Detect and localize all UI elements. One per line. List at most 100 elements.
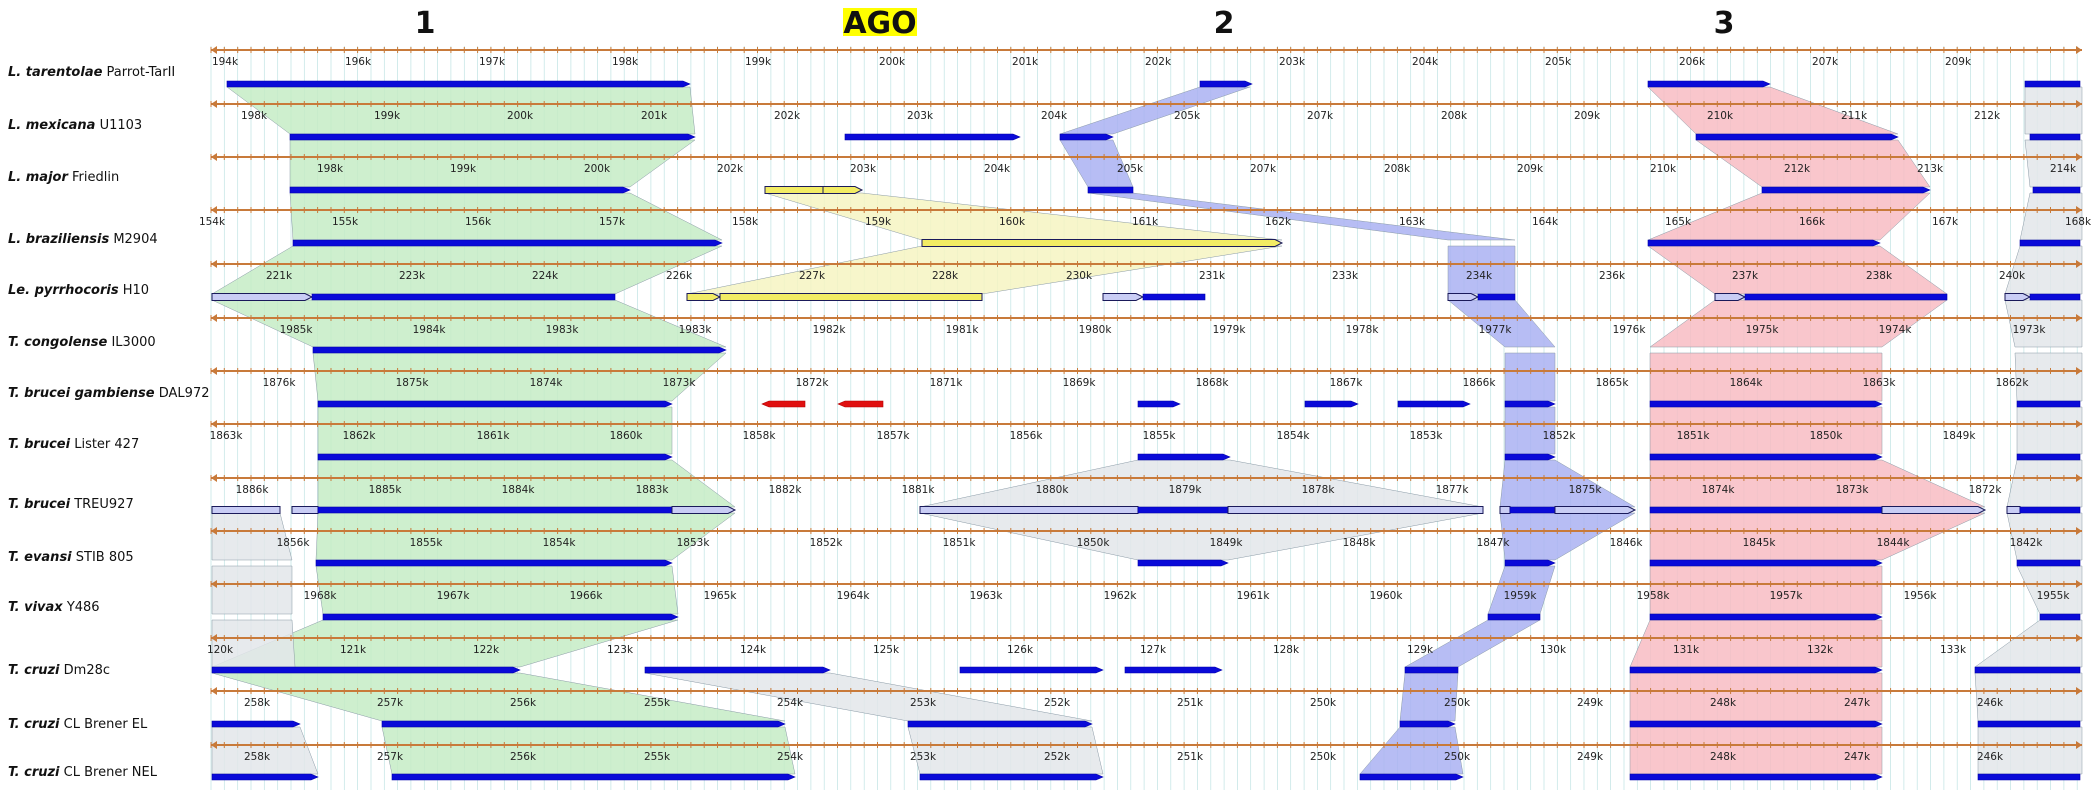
gene-block-61 — [1137, 559, 1229, 567]
gene-block-64 — [2016, 559, 2081, 567]
gene-blocks — [211, 80, 2081, 781]
tick-label-1-12: 211k — [1841, 110, 1868, 122]
tick-label-8-2: 1884k — [502, 484, 536, 496]
tick-label-10-9: 1959k — [1504, 590, 1538, 602]
tick-label-10-13: 1955k — [2037, 590, 2071, 602]
tick-label-11-2: 122k — [473, 644, 500, 656]
tick-label-6-13: 1862k — [1996, 377, 2030, 389]
tick-label-4-13: 240k — [1999, 270, 2026, 282]
species-name-0: L. tarentolae — [8, 65, 103, 80]
red-band-5 — [1649, 352, 1883, 402]
tick-label-4-9: 234k — [1466, 270, 1493, 282]
tick-label-12-0: 258k — [244, 697, 271, 709]
region-label-3: 3 — [1714, 6, 1735, 41]
tick-label-3-8: 162k — [1265, 216, 1292, 228]
axis-minor-ticks-7 — [210, 421, 2078, 427]
gray-band-0 — [2024, 86, 2083, 135]
axis-minor-ticks-0 — [210, 47, 2078, 53]
tick-label-0-10: 205k — [1545, 56, 1572, 68]
tick-label-11-10: 130k — [1540, 644, 1567, 656]
strain-name-10: Y486 — [63, 600, 100, 615]
strain-name-4: H10 — [119, 283, 149, 298]
strain-name-8: TREU927 — [70, 497, 134, 512]
gene-block-85 — [1359, 773, 1464, 781]
tick-label-7-0: 1863k — [210, 430, 244, 442]
tick-label-9-7: 1849k — [1210, 537, 1244, 549]
gray-band-6 — [2016, 406, 2083, 455]
tick-label-10-11: 1957k — [1770, 590, 1804, 602]
gene-block-60 — [315, 559, 673, 567]
gene-block-76 — [211, 720, 301, 728]
axis-minor-ticks-11 — [210, 635, 2078, 641]
axis-minor-ticks-6 — [210, 368, 2078, 374]
tick-label-10-6: 1962k — [1104, 590, 1138, 602]
red-band-3 — [1647, 245, 1948, 295]
gene-block-48 — [317, 506, 673, 514]
species-label-9: T. evansi STIB 805 — [8, 550, 134, 565]
tick-label-5-0: 1985k — [280, 324, 314, 336]
gene-block-28 — [1744, 293, 1948, 301]
tick-label-2-7: 207k — [1250, 163, 1277, 175]
species-name-11: T. cruzi — [8, 663, 60, 678]
tick-label-6-2: 1874k — [530, 377, 564, 389]
gene-block-84 — [919, 773, 1104, 781]
green-band-9 — [315, 565, 679, 615]
tick-label-0-4: 199k — [745, 56, 772, 68]
tick-label-2-10: 210k — [1650, 163, 1677, 175]
tick-label-0-2: 197k — [479, 56, 506, 68]
gene-block-18 — [2019, 239, 2081, 247]
region-labels: 1 AGO 2 3 — [415, 6, 1735, 41]
tick-label-8-3: 1883k — [636, 484, 670, 496]
axis-minor-ticks-4 — [210, 261, 2078, 267]
gene-block-4 — [289, 133, 696, 141]
tick-label-4-2: 224k — [532, 270, 559, 282]
region-label-2: 2 — [1214, 6, 1235, 41]
tick-label-10-1: 1967k — [437, 590, 471, 602]
gray-band-14 — [919, 512, 1484, 561]
gene-block-10 — [764, 186, 824, 194]
blue-band-5 — [1504, 352, 1556, 402]
axis-minor-ticks-3 — [210, 207, 2078, 213]
gene-block-79 — [1399, 720, 1456, 728]
tick-label-7-5: 1857k — [877, 430, 911, 442]
tick-label-12-7: 251k — [1177, 697, 1204, 709]
coordinate-axes: 194k 196k 197k 198k 199k 200k 201k 202k 203k 204k… — [199, 46, 2092, 763]
red-band-1 — [1695, 139, 1931, 188]
gene-block-31 — [312, 346, 727, 354]
gene-block-67 — [1649, 613, 1883, 621]
tick-label-3-12: 166k — [1799, 216, 1826, 228]
tick-label-0-0: 194k — [212, 56, 239, 68]
gene-block-20 — [311, 293, 616, 301]
tick-label-4-3: 226k — [666, 270, 693, 282]
tick-label-11-8: 128k — [1273, 644, 1300, 656]
tick-label-8-0: 1886k — [236, 484, 270, 496]
tick-label-0-13: 209k — [1945, 56, 1972, 68]
gray-band-5 — [2014, 352, 2083, 402]
tick-label-10-12: 1956k — [1904, 590, 1938, 602]
gene-block-63 — [1649, 559, 1883, 567]
gene-block-27 — [1714, 293, 1747, 301]
tick-label-11-7: 127k — [1140, 644, 1167, 656]
tick-label-7-12: 1850k — [1810, 430, 1844, 442]
species-label-5: T. congolense IL3000 — [8, 335, 156, 350]
tick-label-1-2: 200k — [507, 110, 534, 122]
tick-label-1-9: 208k — [1441, 110, 1468, 122]
tick-label-1-0: 198k — [241, 110, 268, 122]
tick-label-12-2: 256k — [510, 697, 537, 709]
axis-minor-ticks-10 — [210, 581, 2078, 587]
tick-label-0-3: 198k — [612, 56, 639, 68]
tick-label-4-4: 227k — [799, 270, 826, 282]
tick-label-11-6: 126k — [1007, 644, 1034, 656]
tick-label-3-3: 157k — [599, 216, 626, 228]
gene-block-57 — [1881, 506, 1987, 514]
tick-label-9-2: 1854k — [543, 537, 577, 549]
gene-block-47 — [291, 506, 319, 514]
tick-label-7-8: 1854k — [1277, 430, 1311, 442]
species-label-12: T. cruzi CL Brener EL — [8, 717, 148, 732]
tick-label-10-3: 1965k — [704, 590, 738, 602]
tick-label-1-7: 205k — [1174, 110, 1201, 122]
tick-label-4-10: 236k — [1599, 270, 1626, 282]
tick-label-12-8: 250k — [1310, 697, 1337, 709]
tick-label-5-2: 1983k — [546, 324, 580, 336]
